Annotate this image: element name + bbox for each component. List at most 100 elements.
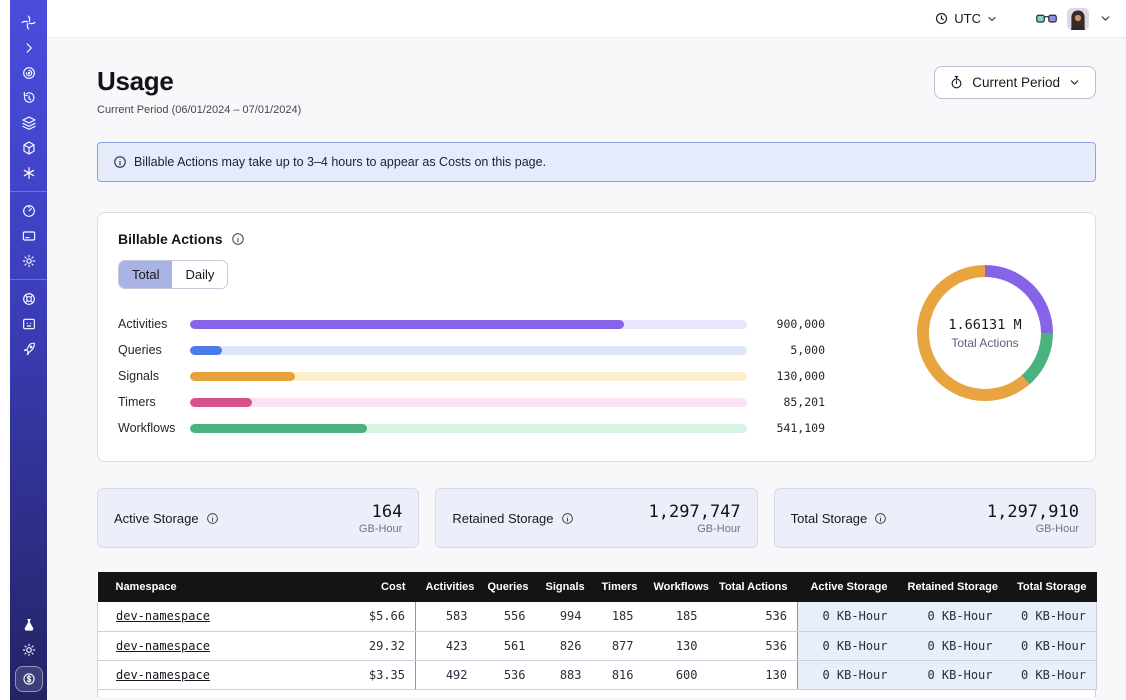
table-row: dev-namespace 29.32 423 561 826 877 130 … bbox=[97, 631, 1097, 661]
usage-gauge-icon[interactable] bbox=[14, 198, 44, 223]
schedules-icon[interactable] bbox=[14, 85, 44, 110]
col-header-retained-storage: Retained Storage bbox=[897, 572, 1003, 602]
bar-track bbox=[190, 345, 747, 355]
chevron-down-icon bbox=[1070, 80, 1079, 85]
info-icon[interactable] bbox=[874, 512, 887, 525]
current-period-label: Current Period bbox=[972, 75, 1060, 90]
col-header-cost: Cost bbox=[327, 572, 416, 602]
stopwatch-icon bbox=[951, 76, 962, 89]
tab-daily[interactable]: Daily bbox=[172, 261, 228, 288]
col-header-signals: Signals bbox=[535, 572, 592, 602]
storage-card-unit: GB-Hour bbox=[697, 522, 741, 535]
info-icon[interactable] bbox=[206, 512, 219, 525]
chevron-right-collapse-icon[interactable] bbox=[14, 35, 44, 60]
billable-actions-bar-chart: Activities 900,000 Queries 5,000 Signals… bbox=[118, 311, 825, 441]
bar-row-workflows: Workflows 541,109 bbox=[118, 415, 825, 441]
donut-center-value: 1.66131 M bbox=[948, 316, 1022, 333]
col-header-total-actions: Total Actions bbox=[707, 572, 798, 602]
cell-signals: 826 bbox=[535, 631, 592, 661]
cell-workflows: 600 bbox=[643, 660, 708, 690]
storage-card-label: Total Storage bbox=[790, 510, 868, 526]
usage-dollar-icon[interactable] bbox=[14, 666, 43, 692]
namespace-link[interactable]: dev-namespace bbox=[116, 609, 210, 624]
sidebar-divider bbox=[10, 279, 47, 280]
total-actions-donut-chart: 1.66131 M Total Actions bbox=[917, 265, 1053, 401]
page-title: Usage bbox=[97, 66, 174, 96]
cell-timers: 185 bbox=[591, 602, 644, 632]
chevron-down-icon[interactable] bbox=[1099, 12, 1112, 25]
bar-label: Workflows bbox=[118, 421, 176, 435]
support-lifebuoy-icon[interactable] bbox=[14, 286, 44, 311]
storage-card-unit: GB-Hour bbox=[358, 522, 403, 535]
bar-label: Signals bbox=[118, 369, 159, 383]
glasses-icon[interactable] bbox=[1036, 12, 1057, 26]
bar-label: Queries bbox=[118, 343, 162, 357]
info-icon bbox=[113, 155, 127, 169]
namespaces-icon[interactable] bbox=[14, 60, 44, 85]
info-banner-text: Billable Actions may take up to 3–4 hour… bbox=[134, 155, 547, 169]
storage-summary-row: Active Storage 164 GB-Hour Retained Stor… bbox=[97, 488, 1096, 548]
avatar[interactable] bbox=[1067, 7, 1089, 30]
timezone-label: UTC bbox=[954, 11, 981, 26]
table-partial-row bbox=[97, 689, 1096, 697]
bar-row-timers: Timers 85,201 bbox=[118, 389, 825, 415]
cell-retained-storage: 0 KB-Hour bbox=[897, 602, 1003, 632]
chevron-down-icon bbox=[988, 16, 996, 21]
cell-timers: 877 bbox=[591, 631, 644, 661]
cell-total-actions: 536 bbox=[707, 602, 798, 632]
chart-mode-tabs: Total Daily bbox=[118, 260, 229, 289]
namespace-link[interactable]: dev-namespace bbox=[116, 667, 210, 682]
main-content: Usage Current Period (06/01/2024 – 07/01… bbox=[47, 38, 1126, 700]
bar-fill bbox=[190, 345, 222, 355]
storage-card-label: Retained Storage bbox=[452, 510, 554, 526]
col-header-workflows: Workflows bbox=[643, 572, 709, 602]
cell-retained-storage: 0 KB-Hour bbox=[897, 660, 1003, 690]
cell-total-storage: 0 KB-Hour bbox=[1002, 660, 1097, 690]
cell-queries: 536 bbox=[477, 660, 536, 690]
namespace-link[interactable]: dev-namespace bbox=[116, 638, 210, 653]
temporal-logo-icon[interactable] bbox=[14, 10, 44, 35]
theme-sun-icon[interactable] bbox=[14, 637, 44, 662]
docs-monitor-icon[interactable] bbox=[14, 311, 44, 336]
cell-cost: $3.35 bbox=[327, 660, 416, 690]
layers-icon[interactable] bbox=[14, 110, 44, 135]
billable-actions-title: Billable Actions bbox=[118, 231, 223, 247]
info-banner: Billable Actions may take up to 3–4 hour… bbox=[97, 142, 1096, 182]
table-row: dev-namespace $3.35 492 536 883 816 600 … bbox=[97, 660, 1097, 690]
settings-gear-icon[interactable] bbox=[14, 248, 44, 273]
col-header-namespace: Namespace bbox=[97, 572, 328, 602]
bar-value: 5,000 bbox=[790, 343, 825, 357]
cell-active-storage: 0 KB-Hour bbox=[797, 631, 898, 661]
cell-workflows: 185 bbox=[643, 602, 708, 632]
cell-cost: 29.32 bbox=[327, 631, 416, 661]
labs-flask-icon[interactable] bbox=[14, 612, 44, 637]
total-storage-card: Total Storage 1,297,910 GB-Hour bbox=[773, 488, 1096, 548]
bar-track bbox=[190, 319, 747, 329]
bar-row-queries: Queries 5,000 bbox=[118, 337, 825, 363]
cell-activities: 583 bbox=[415, 602, 478, 632]
current-period-button[interactable]: Current Period bbox=[934, 66, 1096, 99]
rocket-icon[interactable] bbox=[14, 336, 44, 361]
cell-activities: 492 bbox=[415, 660, 478, 690]
billing-card-icon[interactable] bbox=[14, 223, 44, 248]
info-icon[interactable] bbox=[231, 232, 245, 246]
tab-total[interactable]: Total bbox=[119, 261, 173, 288]
timezone-selector[interactable]: UTC bbox=[934, 11, 998, 26]
col-header-activities: Activities bbox=[415, 572, 478, 602]
nexus-asterisk-icon[interactable] bbox=[14, 160, 44, 185]
cell-active-storage: 0 KB-Hour bbox=[797, 660, 898, 690]
col-header-queries: Queries bbox=[477, 572, 536, 602]
cube-icon[interactable] bbox=[14, 135, 44, 160]
topbar: UTC bbox=[47, 0, 1126, 38]
bar-row-activities: Activities 900,000 bbox=[118, 311, 825, 337]
col-header-active-storage: Active Storage bbox=[797, 572, 898, 602]
bar-value: 85,201 bbox=[783, 395, 825, 409]
bar-fill bbox=[190, 397, 252, 407]
cell-total-actions: 536 bbox=[707, 631, 798, 661]
info-icon[interactable] bbox=[561, 512, 574, 525]
storage-card-label: Active Storage bbox=[114, 510, 199, 526]
bar-fill bbox=[190, 423, 368, 433]
table-header-row: Namespace Cost Activities Queries Signal… bbox=[97, 572, 1097, 602]
retained-storage-card: Retained Storage 1,297,747 GB-Hour bbox=[435, 488, 758, 548]
bar-value: 130,000 bbox=[776, 369, 825, 383]
